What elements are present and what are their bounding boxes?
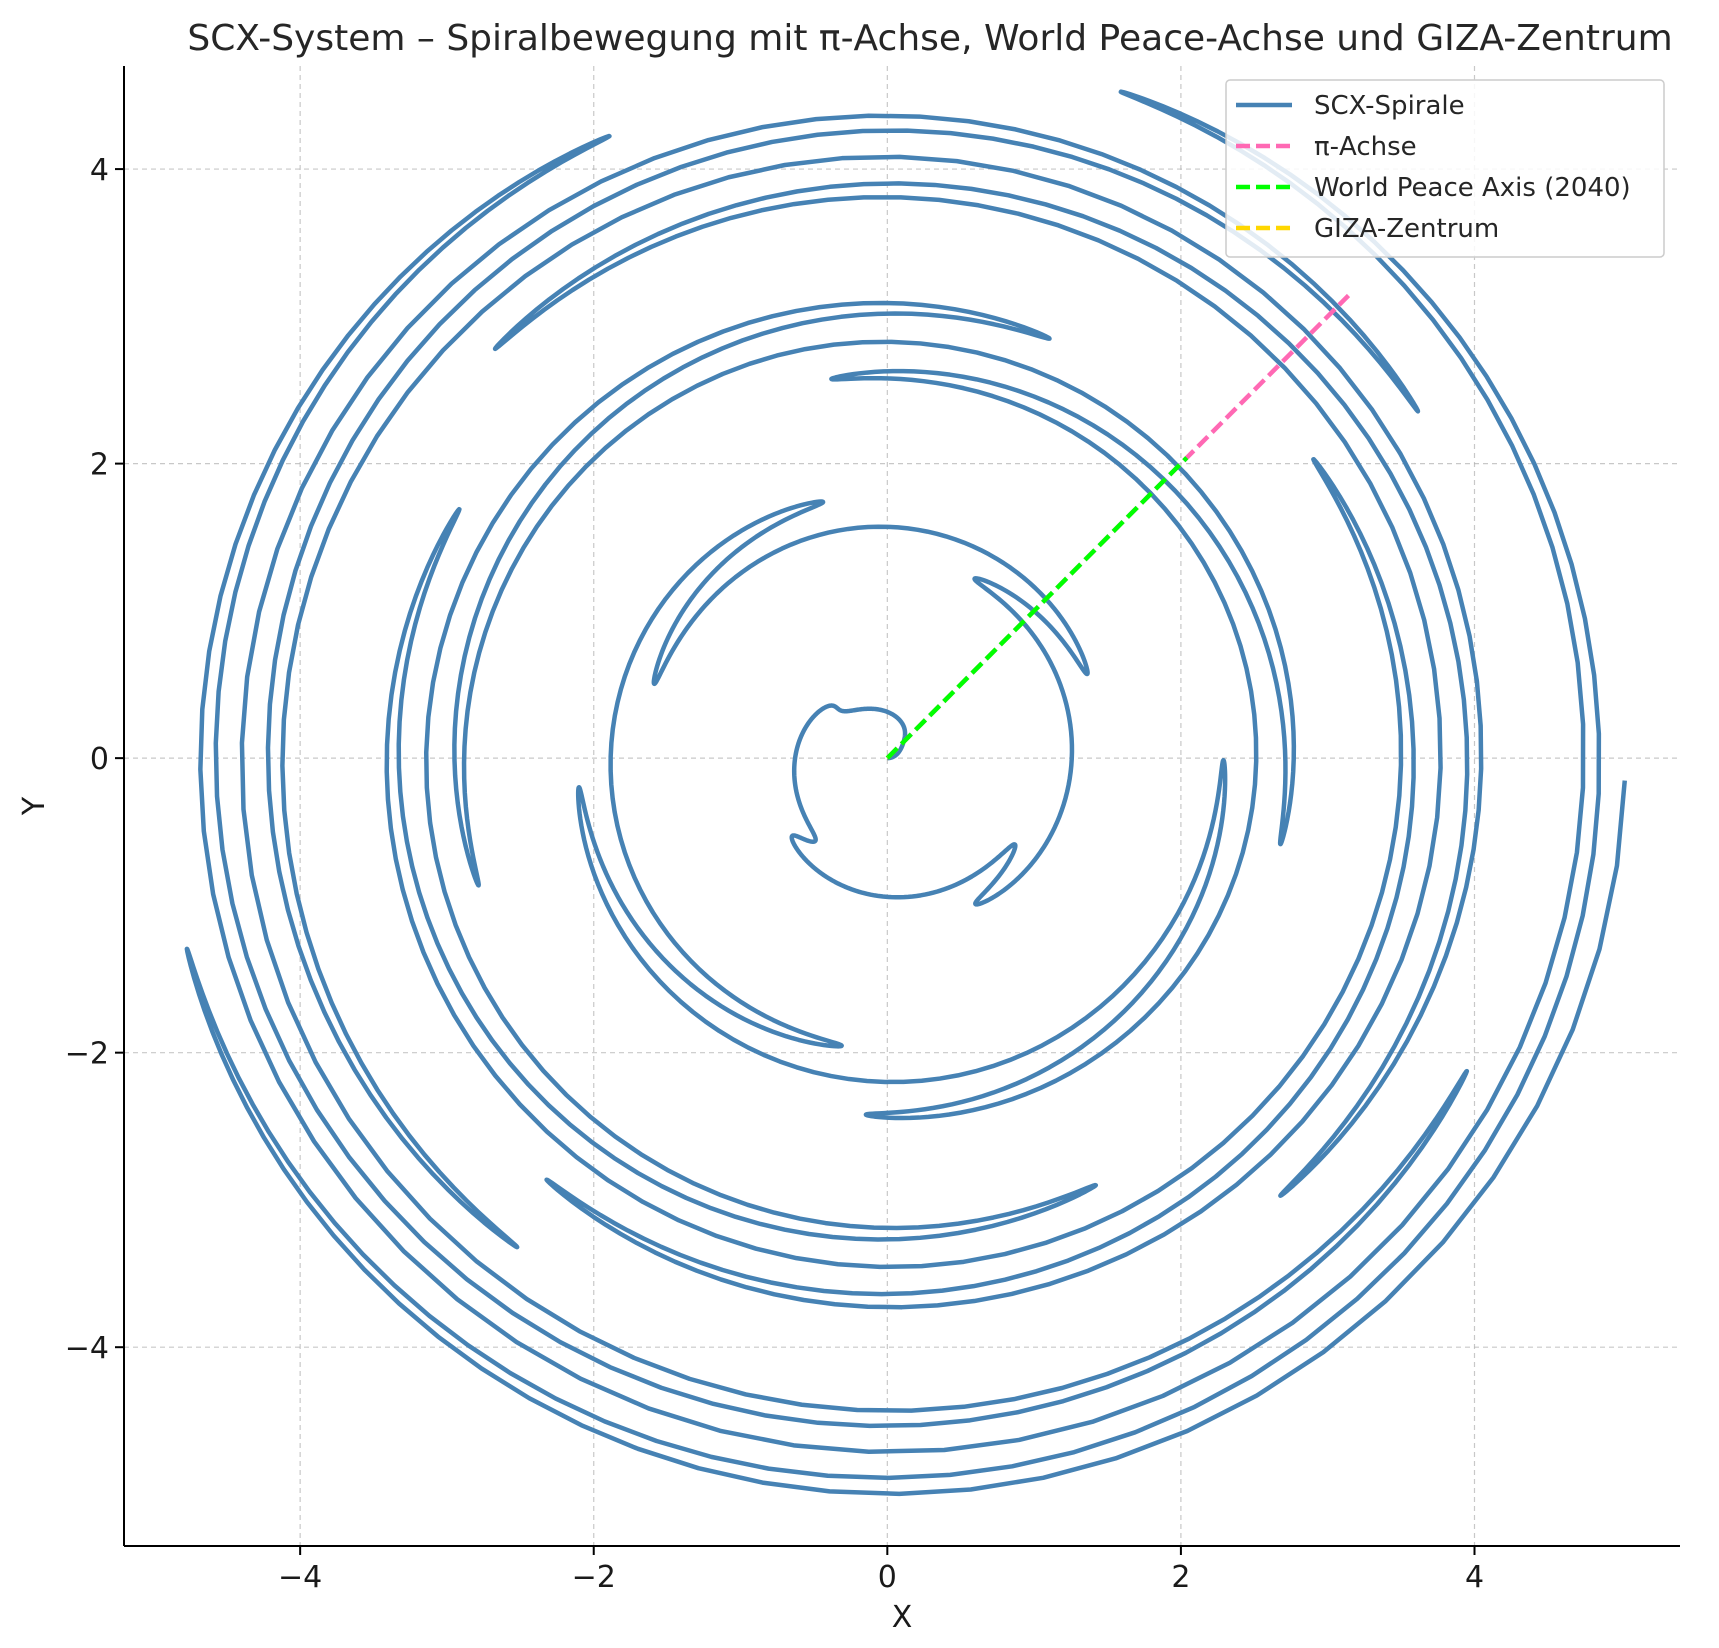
legend-label-0: SCX-Spirale (1314, 91, 1465, 121)
legend-label-1: π-Achse (1314, 132, 1417, 162)
series-spiral-line (184, 89, 1628, 1497)
y-tick-label: 0 (90, 742, 109, 777)
series-line-2 (885, 456, 1189, 760)
legend-label-2: World Peace Axis (2040) (1314, 173, 1631, 203)
chart-title: SCX-System – Spiralbewegung mit π-Achse,… (187, 18, 1672, 59)
y-tick-label: −4 (65, 1331, 109, 1366)
legend-box (1225, 79, 1665, 258)
x-axis-title: X (892, 1600, 913, 1635)
x-tick-label: 0 (878, 1560, 897, 1595)
legend: SCX-Spirale π-Achse World Peace Axis (2040… (1225, 79, 1665, 258)
y-tick-label: −2 (65, 1037, 109, 1072)
x-tick-label: 4 (1465, 1560, 1484, 1595)
grid (124, 66, 1680, 1546)
legend-label-3: GIZA-Zentrum (1314, 214, 1499, 244)
x-tick-label: −4 (278, 1560, 322, 1595)
x-tick-label: −2 (572, 1560, 616, 1595)
y-tick-label: 4 (90, 153, 109, 188)
ticks: −4 −2 0 2 4 −4 −2 0 2 4 (65, 153, 1484, 1595)
x-tick-label: 2 (1171, 1560, 1190, 1595)
plot-area (184, 89, 1628, 1497)
y-axis-title: Y (17, 796, 52, 816)
y-tick-label: 2 (90, 448, 109, 483)
